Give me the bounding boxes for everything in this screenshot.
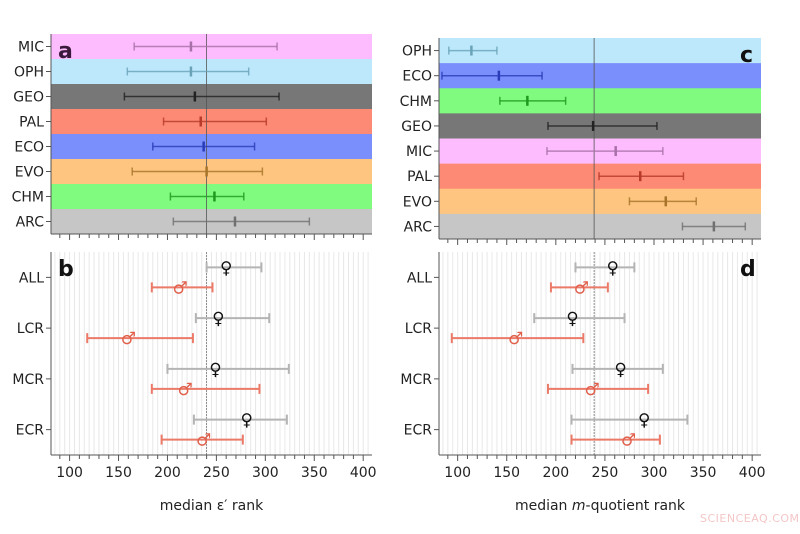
ytick-label-CHM: CHM (12, 190, 44, 206)
ytick-label-GEO: GEO (401, 119, 432, 135)
ytick-label-ECO: ECO (402, 69, 432, 85)
xtick-label: 200 (154, 465, 181, 481)
x-axis-label-italic: m (572, 498, 586, 514)
xtick-label: 300 (641, 465, 668, 481)
panel-label-d: d (740, 257, 756, 282)
male-symbol-LCR: ♂ (121, 329, 136, 349)
xtick-label: 350 (301, 465, 328, 481)
male-symbol-ALL: ♂ (574, 278, 589, 298)
ytick-label-GEO: GEO (13, 90, 44, 106)
ytick-label-MCR: MCR (12, 372, 44, 388)
ytick-label-ECO: ECO (14, 140, 44, 156)
xtick-label: 150 (105, 465, 132, 481)
xtick-label: 150 (493, 465, 520, 481)
panel-d: ALL ♀♂LCR ♀♂MCR ♀♂ECR ♀♂100 150 200 250 300 350 40… (400, 252, 766, 514)
ytick-label-MCR: MCR (400, 372, 432, 388)
xtick-label: 200 (542, 465, 569, 481)
female-symbol-MCR: ♀ (209, 360, 221, 380)
xtick-label: 300 (252, 465, 279, 481)
panel-label-b: b (58, 257, 74, 282)
xtick-label: 350 (690, 465, 717, 481)
panel-label-c: c (740, 43, 753, 68)
ytick-label-PAL: PAL (407, 169, 432, 185)
x-axis-label-pre: median (515, 498, 572, 514)
x-axis-label: median ε′ rank (160, 498, 264, 514)
female-symbol-ECR: ♀ (241, 411, 253, 431)
panel-label-a: a (58, 39, 73, 64)
male-symbol-ALL: ♂ (173, 278, 188, 298)
band-CHM (439, 88, 761, 114)
ytick-label-LCR: LCR (17, 321, 45, 337)
ytick-label-ALL: ALL (407, 270, 432, 286)
ytick-label-OPH: OPH (402, 44, 432, 60)
ytick-label-MIC: MIC (406, 144, 432, 160)
xtick-label: 250 (203, 465, 230, 481)
female-symbol-ALL: ♀ (607, 258, 619, 278)
ytick-label-EVO: EVO (15, 165, 44, 181)
ytick-label-EVO: EVO (403, 194, 432, 210)
xtick-label: 100 (444, 465, 471, 481)
ytick-label-LCR: LCR (405, 321, 433, 337)
x-axis-label: median m-quotient rank (515, 498, 686, 514)
xtick-label: 100 (56, 465, 83, 481)
female-symbol-ALL: ♀ (220, 258, 232, 278)
ytick-label-ECR: ECR (16, 423, 45, 439)
x-axis-label-post: -quotient rank (586, 498, 686, 514)
female-symbol-LCR: ♀ (566, 309, 578, 329)
male-symbol-LCR: ♂ (508, 329, 523, 349)
female-symbol-ECR: ♀ (638, 411, 650, 431)
xtick-label: 250 (592, 465, 619, 481)
panel-b: ALL ♀ ♂ LCR ♀ ♂ MCR ♀ ♂ ECR ♀ ♂ 100 150 200 250 300 350 40… (12, 252, 377, 514)
ytick-label-ALL: ALL (19, 270, 44, 286)
ytick-label-PAL: PAL (19, 115, 44, 131)
watermark: SCIENCEAQ.COM (700, 512, 800, 525)
male-symbol-ECR: ♂ (196, 431, 211, 451)
panel-a: MIC OPH GEO PAL ECO EVO CHM ARC a (12, 34, 372, 240)
ytick-label-MIC: MIC (18, 40, 44, 56)
male-symbol-ECR: ♂ (621, 431, 636, 451)
ytick-label-ECR: ECR (404, 423, 433, 439)
band-EVO (439, 188, 761, 215)
xtick-label: 400 (350, 465, 377, 481)
ytick-label-OPH: OPH (14, 65, 44, 81)
female-symbol-MCR: ♀ (614, 360, 626, 380)
ytick-label-ARC: ARC (16, 215, 45, 231)
male-symbol-MCR: ♂ (585, 380, 600, 400)
ytick-label-CHM: CHM (400, 94, 432, 110)
female-symbol-LCR: ♀ (212, 309, 224, 329)
male-symbol-MCR: ♂ (177, 380, 192, 400)
panel-c: OPH ECO CHM GEO MIC PAL EVO ARC c (400, 38, 761, 245)
ytick-label-ARC: ARC (404, 219, 433, 235)
xtick-label: 400 (739, 465, 766, 481)
